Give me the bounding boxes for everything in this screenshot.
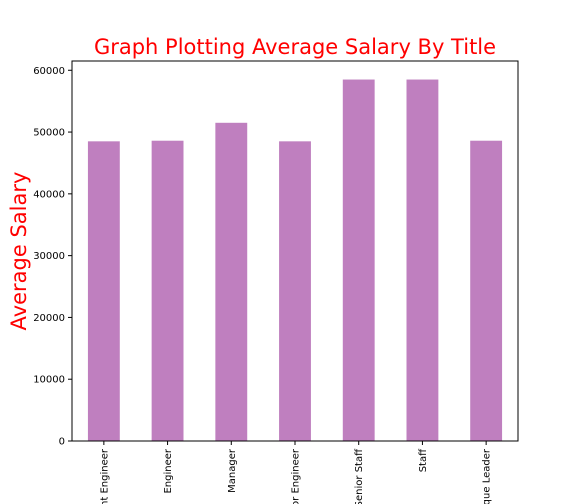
- y-axis-label: Average Salary: [7, 172, 31, 331]
- bar-manager: [215, 122, 248, 441]
- y-tick-label: 40000: [33, 189, 65, 200]
- axes-frame: [71, 60, 519, 442]
- x-tick-label: Staff: [418, 448, 429, 472]
- x-tick-label: Manager: [227, 448, 238, 493]
- bar-technique-leader: [470, 140, 503, 441]
- chart-title: Graph Plotting Average Salary By Title: [94, 35, 496, 59]
- x-tick-label: Assistant Engineer: [99, 448, 110, 504]
- y-tick-label: 50000: [33, 128, 65, 139]
- bar-assistant-engineer: [87, 141, 120, 441]
- x-tick-label: Senior Staff: [354, 448, 365, 504]
- y-tick-label: 20000: [33, 313, 65, 324]
- bar-senior-staff: [342, 79, 375, 441]
- plot-area: Assistant Engineer Engineer Manager Senior …: [33, 60, 519, 504]
- bar-engineer: [151, 140, 184, 441]
- x-tick-label: Engineer: [163, 448, 174, 493]
- x-tick-label: Senior Engineer: [291, 448, 302, 504]
- x-tick-label: Technique Leader: [482, 448, 493, 504]
- y-tick-label: 30000: [33, 251, 65, 262]
- bar-staff: [406, 79, 439, 441]
- x-tick-labels: Assistant Engineer Engineer Manager Senior …: [99, 448, 492, 504]
- bar-senior-engineer: [279, 141, 311, 441]
- y-tick-label: 10000: [33, 375, 65, 386]
- y-tick-label: 0: [59, 437, 65, 448]
- y-tick-label: 60000: [33, 66, 65, 77]
